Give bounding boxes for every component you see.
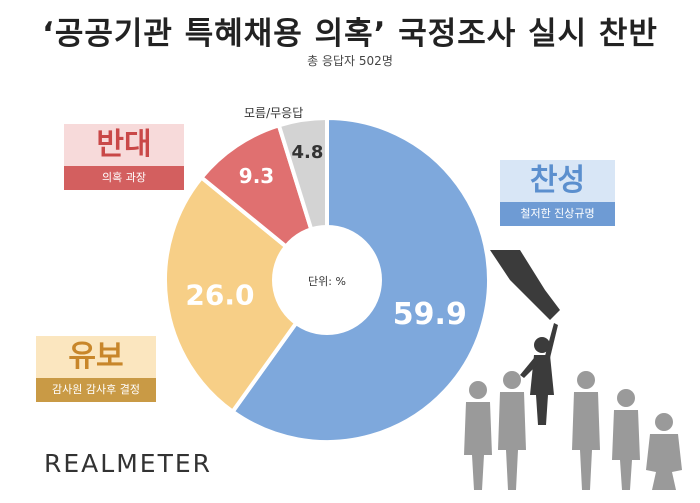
slice-value-oppose: 9.3 bbox=[239, 164, 274, 188]
slice-value-hold: 26.0 bbox=[185, 278, 254, 311]
slice-label-unknown: 모름/무응답 bbox=[244, 106, 304, 120]
legend-favor: 찬성 철저한 진상규명 bbox=[500, 160, 615, 226]
dangling-person-icon bbox=[520, 323, 558, 425]
legend-favor-name: 찬성 bbox=[500, 160, 615, 202]
legend-oppose: 반대 의혹 과장 bbox=[64, 124, 184, 190]
unit-label: 단위: % bbox=[308, 275, 346, 288]
slice-hold bbox=[163, 174, 330, 415]
legend-hold: 유보 감사원 감사후 결정 bbox=[36, 336, 156, 402]
grabbing-hand-icon bbox=[490, 250, 560, 320]
legend-hold-desc: 감사원 감사후 결정 bbox=[36, 378, 156, 402]
legend-favor-desc: 철저한 진상규명 bbox=[500, 202, 615, 226]
chart-title: ‘공공기관 특혜채용 의혹’ 국정조사 실시 찬반 bbox=[42, 16, 658, 52]
slice-value-favor: 59.9 bbox=[393, 297, 467, 332]
legend-oppose-desc: 의혹 과장 bbox=[64, 166, 184, 190]
realmeter-logo: REALMETER bbox=[44, 449, 212, 478]
slice-value-unknown: 4.8 bbox=[292, 142, 324, 163]
legend-oppose-name: 반대 bbox=[64, 124, 184, 166]
people-illustration bbox=[464, 250, 682, 490]
donut-hole bbox=[272, 225, 382, 335]
standing-people-icon bbox=[464, 371, 682, 490]
chart-subtitle: 총 응답자 502명 bbox=[307, 54, 393, 68]
legend-hold-name: 유보 bbox=[36, 336, 156, 378]
